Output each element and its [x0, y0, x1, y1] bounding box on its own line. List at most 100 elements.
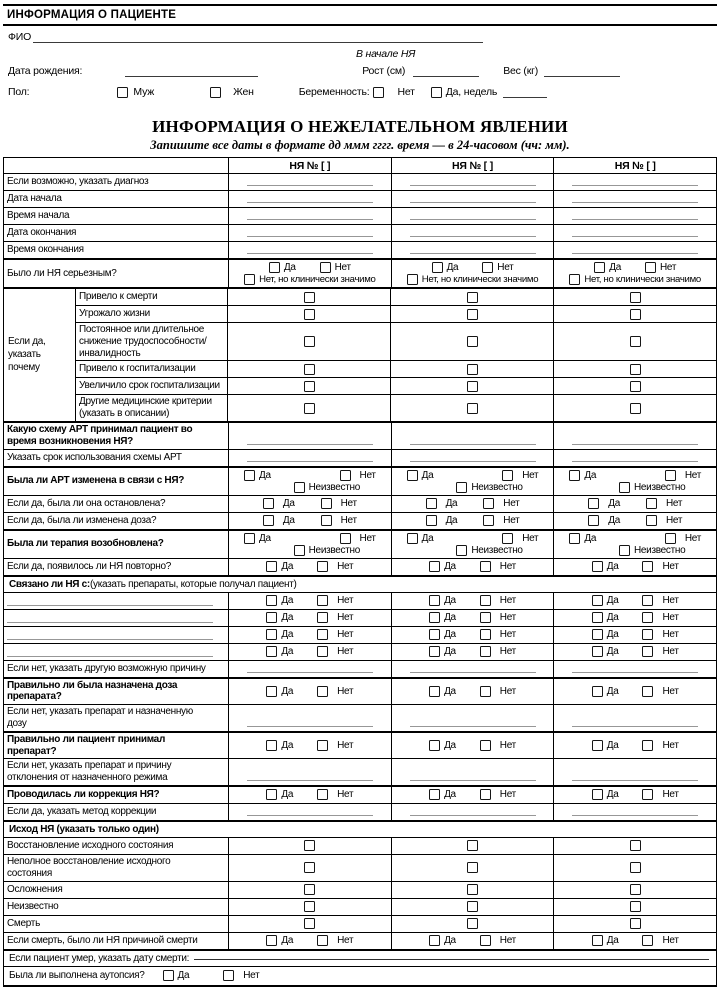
pregnancy-weeks-line[interactable] [503, 86, 548, 98]
checkbox[interactable] [479, 629, 491, 641]
checkbox[interactable] [429, 935, 441, 947]
female-checkbox[interactable] [210, 86, 222, 98]
checkbox[interactable] [303, 380, 315, 392]
checkbox[interactable] [429, 646, 441, 658]
checkbox[interactable] [642, 646, 654, 658]
write-in-line[interactable] [246, 460, 373, 462]
checkbox[interactable] [591, 740, 603, 752]
checkbox[interactable] [293, 481, 305, 493]
checkbox[interactable] [223, 970, 235, 982]
checkbox[interactable] [406, 469, 418, 481]
checkbox[interactable] [664, 532, 676, 544]
checkbox[interactable] [456, 481, 468, 493]
checkbox[interactable] [479, 685, 491, 697]
write-in-line[interactable] [409, 202, 536, 203]
checkbox[interactable] [429, 561, 441, 573]
write-in-line[interactable] [246, 725, 373, 727]
checkbox[interactable] [304, 884, 316, 896]
checkbox[interactable] [266, 789, 278, 801]
write-in-line[interactable] [409, 779, 536, 781]
checkbox[interactable] [591, 789, 603, 801]
checkbox[interactable] [293, 544, 305, 556]
checkbox[interactable] [317, 612, 329, 624]
checkbox[interactable] [502, 469, 514, 481]
write-in-line[interactable] [572, 671, 699, 673]
checkbox[interactable] [479, 561, 491, 573]
checkbox[interactable] [466, 402, 478, 414]
checkbox[interactable] [642, 612, 654, 624]
write-in-line[interactable] [572, 202, 699, 203]
checkbox[interactable] [645, 515, 657, 527]
height-line[interactable] [413, 65, 480, 77]
checkbox[interactable] [629, 840, 641, 852]
checkbox[interactable] [629, 336, 641, 348]
checkbox[interactable] [266, 561, 278, 573]
checkbox[interactable] [268, 262, 280, 273]
checkbox[interactable] [266, 612, 278, 624]
checkbox[interactable] [591, 595, 603, 607]
checkbox[interactable] [303, 308, 315, 320]
checkbox[interactable] [642, 561, 654, 573]
checkbox[interactable] [591, 561, 603, 573]
checkbox[interactable] [429, 612, 441, 624]
checkbox[interactable] [642, 595, 654, 607]
write-in-line[interactable] [246, 814, 373, 816]
checkbox[interactable] [304, 862, 316, 874]
checkbox[interactable] [304, 901, 316, 913]
checkbox[interactable] [466, 336, 478, 348]
checkbox[interactable] [425, 515, 437, 527]
pregnancy-yes-checkbox[interactable] [430, 86, 442, 98]
write-in-line[interactable] [572, 253, 699, 254]
write-in-line[interactable] [409, 185, 536, 186]
checkbox[interactable] [406, 532, 418, 544]
write-in-line[interactable] [246, 253, 373, 254]
write-in-line[interactable] [246, 202, 373, 203]
checkbox[interactable] [618, 481, 630, 493]
checkbox[interactable] [303, 363, 315, 375]
checkbox[interactable] [429, 595, 441, 607]
write-in-line[interactable] [409, 671, 536, 673]
checkbox[interactable] [162, 970, 174, 982]
checkbox[interactable] [479, 595, 491, 607]
checkbox[interactable] [569, 469, 581, 481]
write-in-line[interactable] [572, 460, 699, 462]
checkbox[interactable] [303, 402, 315, 414]
checkbox[interactable] [642, 935, 654, 947]
write-in-line[interactable] [409, 443, 536, 445]
write-in-line[interactable] [572, 219, 699, 220]
checkbox[interactable] [317, 561, 329, 573]
write-in-line[interactable] [572, 814, 699, 816]
checkbox[interactable] [466, 291, 478, 303]
checkbox[interactable] [629, 308, 641, 320]
checkbox[interactable] [266, 935, 278, 947]
checkbox[interactable] [642, 789, 654, 801]
checkbox[interactable] [304, 918, 316, 930]
fio-input-line[interactable] [33, 30, 484, 43]
checkbox[interactable] [569, 274, 581, 285]
write-in-line[interactable] [572, 779, 699, 781]
checkbox[interactable] [618, 544, 630, 556]
checkbox[interactable] [467, 918, 478, 930]
checkbox[interactable] [644, 262, 656, 273]
checkbox[interactable] [629, 901, 641, 913]
male-checkbox[interactable] [117, 86, 129, 98]
checkbox[interactable] [320, 515, 332, 527]
write-in-line[interactable] [7, 621, 213, 623]
write-in-line[interactable] [572, 443, 699, 445]
checkbox[interactable] [642, 740, 654, 752]
checkbox[interactable] [319, 262, 331, 273]
checkbox[interactable] [317, 740, 329, 752]
checkbox[interactable] [629, 884, 641, 896]
checkbox[interactable] [266, 595, 278, 607]
weight-line[interactable] [544, 65, 621, 77]
checkbox[interactable] [266, 646, 278, 658]
write-in-line[interactable] [572, 236, 699, 237]
checkbox[interactable] [483, 515, 495, 527]
write-in-line[interactable] [246, 671, 373, 673]
checkbox[interactable] [591, 685, 603, 697]
checkbox[interactable] [339, 532, 351, 544]
checkbox[interactable] [591, 612, 603, 624]
checkbox[interactable] [266, 740, 278, 752]
death-date-line[interactable] [194, 958, 709, 960]
checkbox[interactable] [244, 532, 255, 544]
